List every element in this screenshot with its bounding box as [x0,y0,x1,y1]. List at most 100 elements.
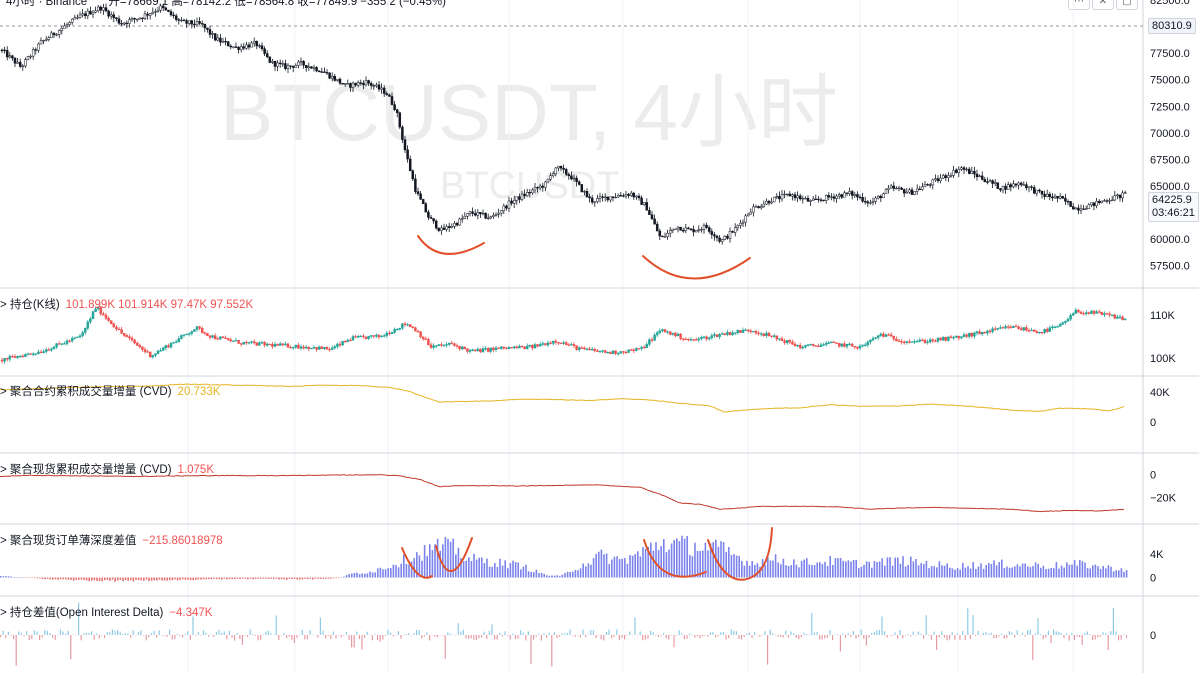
depth-bar [447,538,449,578]
candle-body [395,328,399,331]
oi-delta-bar [1102,632,1104,635]
oi-delta-bar [161,634,163,636]
candle-body [148,13,152,16]
candle-body [1074,309,1078,314]
oi-delta-bar [1068,635,1070,641]
candle-body [185,333,188,336]
oi-delta-bar [488,630,490,635]
oi-delta-bar [78,602,80,635]
oi-delta-bar [275,615,277,635]
oi-delta-bar [314,634,316,636]
oi-delta-bar [481,635,483,638]
oi-delta-bar [1011,632,1013,635]
candle-body [239,46,243,50]
candle-body [967,168,971,174]
depth-bar [80,577,83,580]
candle-body [1004,185,1007,190]
pane-label-oi[interactable]: > 持仓(K线) 101.899K 101.914K 97.47K 97.552K [0,299,254,311]
candle-body [1038,189,1041,192]
candle-body [328,349,331,351]
oi-delta-bar [946,635,948,641]
candle-body [1108,200,1111,202]
oi-delta-bar [928,635,930,636]
depth-bar [236,577,239,579]
candle-body [380,335,383,338]
candle-body [934,340,937,342]
depth-bar [1066,562,1068,578]
candle-body [1009,326,1013,329]
depth-bar [345,575,348,578]
oi-delta-bar [208,635,210,637]
candle-body [728,331,732,336]
chart-menu-button[interactable]: ⋯ [1068,0,1090,10]
candle-body [1095,311,1098,314]
depth-bar [608,564,610,578]
oi-delta-bar [1045,635,1047,638]
oi-delta-bar [239,635,241,640]
oi-delta-bar [712,632,714,635]
oi-delta-bar [31,635,33,640]
oi-delta-bar [257,635,259,641]
candle-body [879,333,883,336]
depth-bar [764,565,766,578]
candle-body [343,83,347,85]
pane-label-depth[interactable]: > 聚合现货订单薄深度差值 −215.86018978 [0,535,223,547]
candle-body [830,196,833,198]
oi-delta-bar [486,635,488,639]
oi-delta-bar [369,634,371,636]
maximize-icon[interactable]: ▢ [1116,0,1138,10]
depth-bar [644,548,647,578]
axis-tick-label: 4K [1150,549,1164,561]
candle-body [437,227,441,231]
candle-body [403,323,407,325]
depth-bar [228,577,231,580]
oi-delta-bar [455,635,457,636]
candle-body [281,343,285,346]
oi-delta-bar [1047,630,1049,635]
depth-bar [353,572,356,578]
depth-bar [956,568,959,578]
candle-body [791,194,794,197]
candle-body [380,87,383,90]
depth-bar [520,569,522,578]
oi-delta-bar [631,634,633,636]
candle-body [398,112,402,128]
oi-delta-bar [572,635,574,636]
candle-body [637,348,641,350]
close-icon[interactable]: ✕ [1092,0,1114,10]
candle-body [918,339,922,342]
candle-body [858,196,862,199]
oi-delta-bar [540,635,542,641]
depth-bar [1001,559,1003,578]
candle-body [31,353,35,355]
pane-label-cvd-futures[interactable]: > 聚合合约累积成交量增量 (CVD) 20.733K [0,386,221,398]
candle-body [1014,325,1018,328]
candle-body [752,206,755,213]
oi-delta-bar [260,635,262,640]
oi-delta-bar [434,635,436,637]
candle-body [658,230,662,237]
depth-bar [91,577,93,581]
depth-bar [1006,566,1008,578]
depth-bar [10,576,12,578]
depth-bar [933,566,935,578]
pane-label-oi-delta[interactable]: > 持仓差值(Open Interest Delta) −4.347K [0,607,213,619]
depth-bar [618,559,621,578]
pane-label-cvd-spot[interactable]: > 聚合现货累积成交量增量 (CVD) 1.075K [0,464,214,476]
candle-body [856,346,859,349]
candle-body [707,337,711,340]
candle-body [697,229,701,231]
depth-bar [379,567,382,578]
candle-body [393,329,396,333]
candle-body [271,60,274,63]
oi-delta-bar [119,631,121,635]
depth-bar [338,577,340,579]
depth-bar [161,577,163,581]
oi-delta-bar [1037,618,1039,635]
candle-body [130,337,134,341]
depth-bar [777,562,779,578]
candle-body [609,196,612,201]
candle-body [302,60,305,66]
oi-delta-bar [215,631,217,635]
